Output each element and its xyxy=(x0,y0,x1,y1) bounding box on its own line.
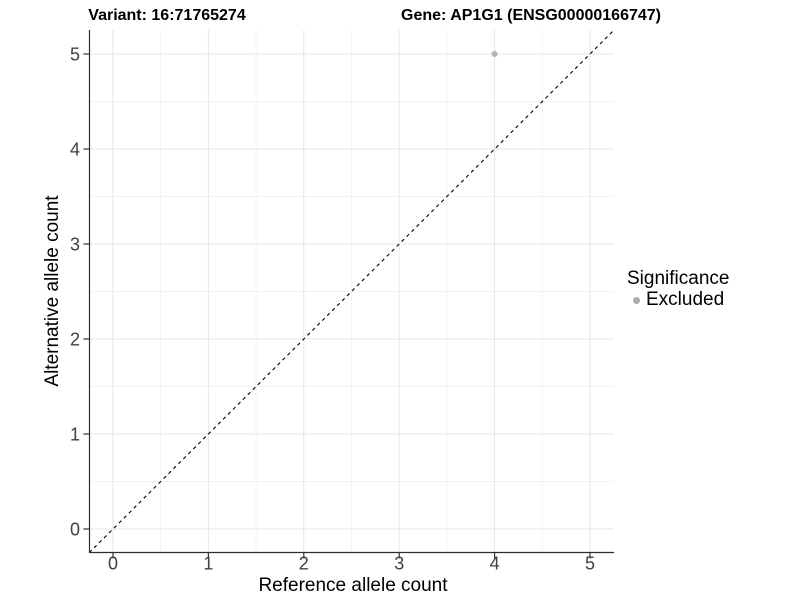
y-tick-label: 2 xyxy=(70,330,80,350)
x-tick-label: 4 xyxy=(490,554,500,574)
legend-item: Excluded xyxy=(627,289,729,310)
plot-panel: 0 1 2 3 4 5 0 1 2 3 4 5 xyxy=(70,30,614,574)
circle-icon xyxy=(633,296,640,304)
x-tick-label: 3 xyxy=(394,554,404,574)
x-tick-label: 1 xyxy=(203,554,213,574)
y-axis-title: Alternative allele count xyxy=(42,195,63,387)
y-tick-label: 0 xyxy=(70,520,80,540)
plot-title-variant: Variant: 16:71765274 xyxy=(88,7,246,24)
x-axis-title: Reference allele count xyxy=(258,575,448,596)
x-tick-label: 2 xyxy=(299,554,309,574)
legend-title: Significance xyxy=(627,268,730,289)
legend: Significance Excluded xyxy=(627,268,729,310)
plot-title-gene: Gene: AP1G1 (ENSG00000166747) xyxy=(401,7,661,24)
y-tick-label: 1 xyxy=(70,425,80,445)
data-point xyxy=(491,51,498,57)
identity-reference-line xyxy=(89,30,614,553)
x-tick-label: 0 xyxy=(108,554,118,574)
y-tick-label: 5 xyxy=(70,45,80,65)
plot-canvas: 0 1 2 3 4 5 0 1 2 3 4 5 xyxy=(70,30,614,574)
legend-item-label: Excluded xyxy=(646,289,725,310)
y-tick-label: 3 xyxy=(70,235,80,255)
x-tick-label: 5 xyxy=(585,554,595,574)
y-tick-label: 4 xyxy=(70,140,80,160)
legend-items: Excluded xyxy=(627,289,729,310)
